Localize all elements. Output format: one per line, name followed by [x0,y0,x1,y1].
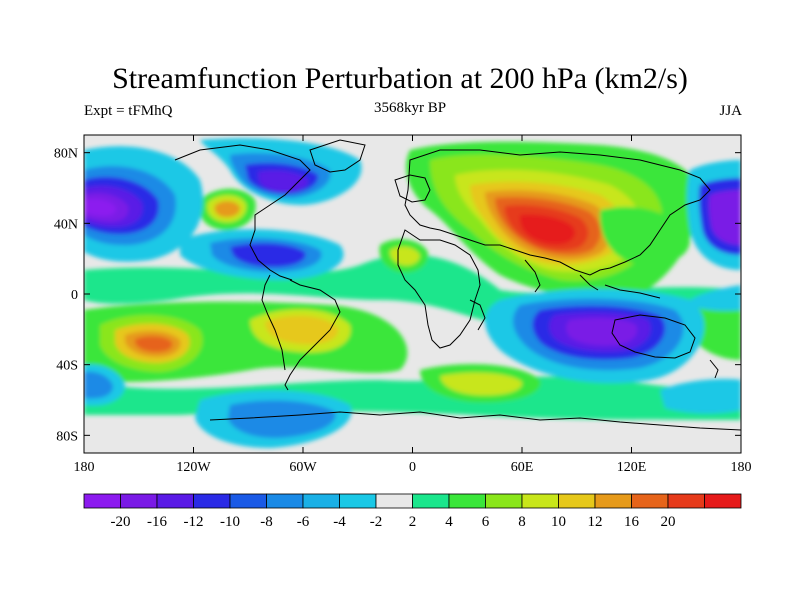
colorbar-label: -20 [111,514,131,530]
lat-tick-label: 40N [54,217,78,232]
colorbar-swatch [631,493,669,509]
colorbar-label: -2 [370,514,383,530]
colorbar-label: 16 [624,514,640,530]
colorbar-swatch [667,493,705,509]
lon-tick-label: 120W [176,460,211,475]
lon-tick-label: 0 [409,460,416,475]
colorbar-label: -6 [297,514,310,530]
colorbar-label: -8 [260,514,273,530]
colorbar-swatch [521,493,559,509]
lon-tick-label: 180 [74,460,95,475]
colorbar-label: 6 [482,514,490,530]
colorbar-label: 2 [409,514,417,530]
colorbar-swatch [558,493,596,509]
colorbar-label: -4 [333,514,346,530]
contour-field [84,135,741,453]
latitude-axis: 80N 40N 0 40S 80S [54,147,741,444]
colorbar-swatch [594,493,632,509]
colorbar-swatch [412,493,450,509]
colorbar-label: 4 [445,514,453,530]
colorbar-label: 20 [661,514,676,530]
colorbar-swatch [704,493,742,509]
colorbar-swatch [339,493,377,509]
lon-tick-label: 60W [289,460,317,475]
lon-tick-label: 120E [617,460,647,475]
time-label: 3568kyr BP [373,100,447,116]
colorbar-label: 8 [518,514,526,530]
colorbar-swatch [448,493,486,509]
lat-tick-label: 80N [54,147,78,162]
colorbar-label: -12 [184,514,204,530]
colorbar-label: -10 [220,514,240,530]
colorbar-label: -16 [147,514,167,530]
colorbar-label: 12 [588,514,603,530]
lat-tick-label: 80S [56,429,78,444]
longitude-axis: 180 120W 60W 0 60E 120E 180 [74,135,752,475]
colorbar-swatch [375,493,413,509]
lon-tick-label: 60E [511,460,534,475]
colorbar-swatch [302,493,340,509]
experiment-label: Expt = tFMhQ [84,103,173,119]
colorbar: -20 -16 -12 -10 -8 -6 -4 -2 2 4 6 8 10 12 16 20 [83,493,742,530]
colorbar-swatch [83,493,121,509]
coastlines [174,139,741,431]
lat-tick-label: 40S [56,359,78,374]
lat-tick-label: 0 [71,288,78,303]
colorbar-swatch [193,493,231,509]
colorbar-swatch [120,493,158,509]
colorbar-swatch [266,493,304,509]
colorbar-label: 10 [551,514,566,530]
season-label: JJA [719,103,742,119]
colorbar-swatch [229,493,267,509]
map-title: Streamfunction Perturbation at 200 hPa (… [112,62,688,95]
lon-tick-label: 180 [731,460,752,475]
colorbar-swatch [485,493,523,509]
colorbar-swatch [156,493,194,509]
